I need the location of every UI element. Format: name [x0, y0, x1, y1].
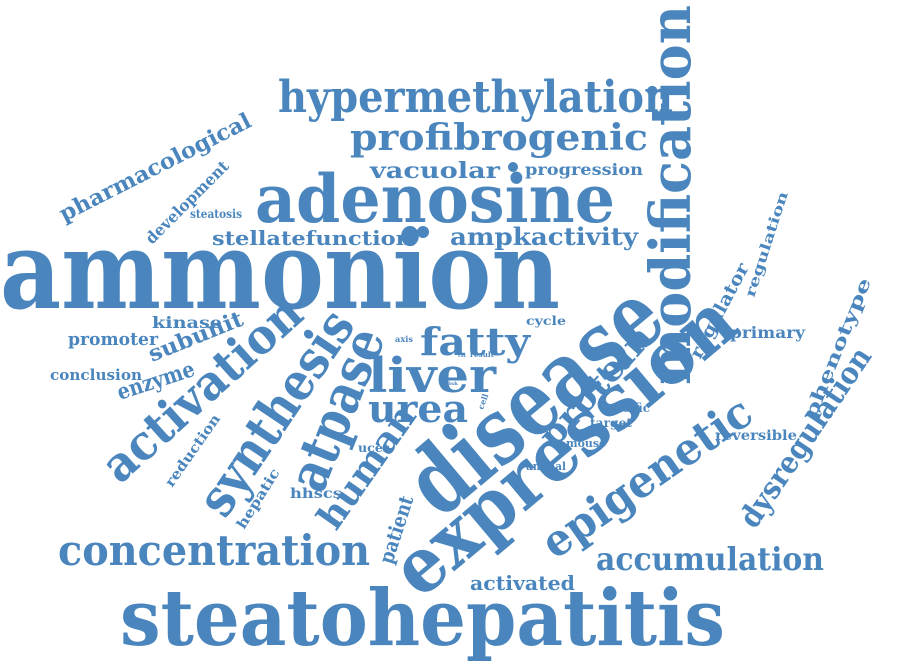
cloud-word-modification: modification	[638, 5, 704, 385]
cloud-word-concentration: concentration	[58, 526, 370, 575]
cloud-word-cycle: cycle	[526, 314, 566, 328]
cloud-word-animal: animal	[526, 460, 566, 473]
cloud-word-fatty: fatty	[420, 319, 531, 364]
cloud-word-reversible: reversible	[715, 428, 797, 444]
cloud-word-rat: rat	[458, 353, 467, 359]
cloud-word-target: target	[590, 416, 632, 430]
cloud-word-hypermethylation: hypermethylation	[278, 72, 673, 123]
cloud-word-steatohepatitis: steatohepatitis	[120, 573, 725, 664]
cloud-word-primary: primary	[730, 323, 806, 342]
cloud-word-kinase: kinase	[152, 313, 222, 332]
cloud-word-stellatefunction: stellatefunction	[212, 226, 413, 250]
dot-mark	[508, 162, 518, 172]
cloud-word-ammonion: ammonion	[0, 208, 560, 334]
cloud-word-progression: progression	[525, 160, 643, 179]
cloud-word-uces: uces	[358, 441, 390, 455]
cloud-word-activated: activated	[470, 571, 575, 595]
dot-mark	[417, 226, 429, 238]
cloud-word-steatosis: steatosis	[190, 207, 242, 221]
cloud-word-profibrogenic: profibrogenic	[350, 117, 648, 159]
cloud-word-conclusion: conclusion	[50, 366, 142, 384]
cloud-word-regulation: regulation	[743, 190, 792, 300]
cloud-word-result: result	[470, 350, 495, 359]
cloud-word-vacuolar: vacuolar	[369, 158, 501, 184]
cloud-word-ampkactivity: ampkactivity	[450, 222, 639, 251]
cloud-word-urea: urea	[368, 386, 468, 431]
cloud-word-mouse: mouse	[566, 437, 606, 450]
cloud-word-adenosine: adenosine	[255, 160, 615, 238]
cloud-word-hhscs: hhscs	[290, 486, 342, 502]
cloud-word-risk: risk	[446, 381, 459, 387]
cloud-word-promoter: promoter	[68, 329, 158, 350]
cloud-word-specific: specific	[600, 401, 650, 415]
cloud-word-axis: axis	[395, 334, 414, 344]
cloud-word-liver: liver	[368, 348, 497, 404]
cloud-word-accumulation: accumulation	[596, 540, 824, 578]
